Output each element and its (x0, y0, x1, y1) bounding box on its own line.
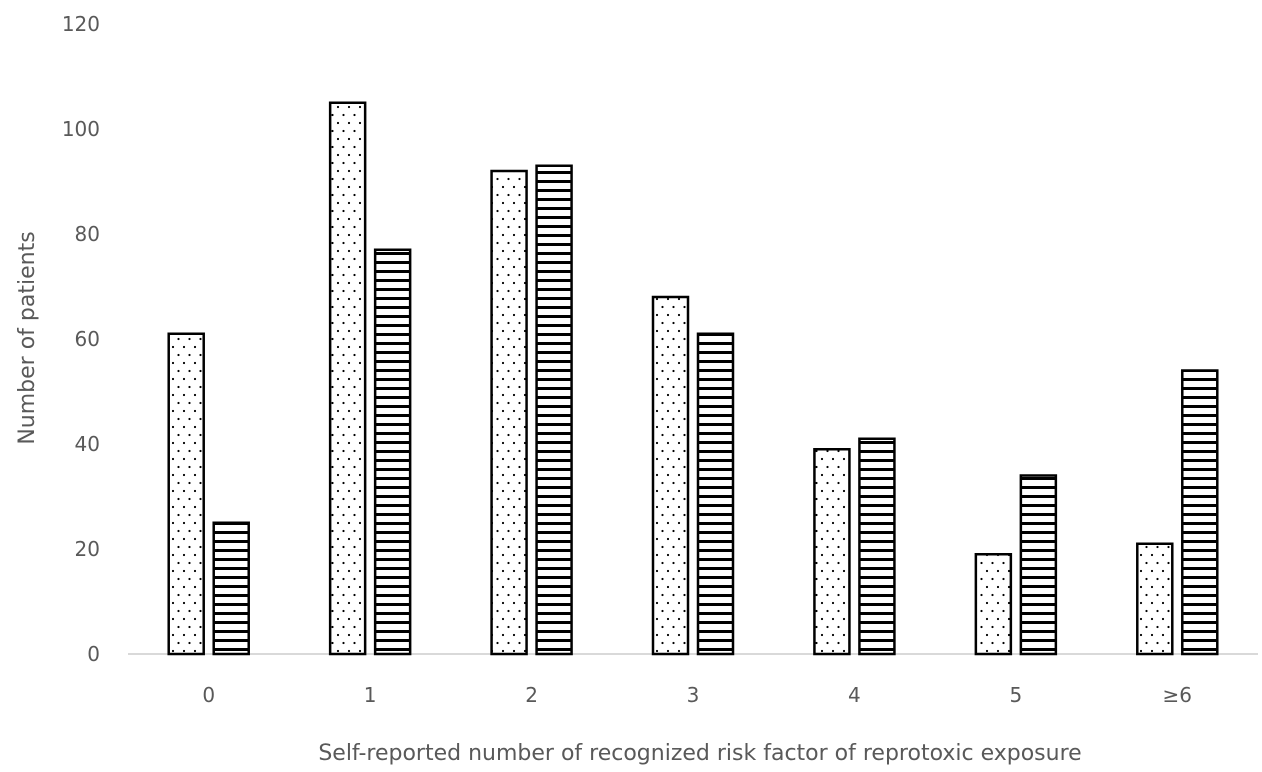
bar-dots-5 (974, 553, 1013, 656)
x-tick-label: 4 (848, 683, 861, 707)
x-tick-label: 5 (1009, 683, 1022, 707)
y-tick-label: 60 (75, 327, 100, 351)
bar-horizontal-lines-4 (858, 437, 896, 656)
y-tick-label: 80 (75, 222, 100, 246)
y-tick-label: 0 (87, 642, 100, 666)
bar-dots-4 (813, 448, 851, 656)
x-tick-label: ≥6 (1163, 683, 1192, 707)
bar-dots-2 (490, 169, 528, 656)
bars (167, 101, 1219, 656)
bar-dots-1 (328, 101, 367, 656)
bar-horizontal-lines-2 (535, 164, 573, 656)
y-axis: 0 20 40 60 80 100 120 (62, 12, 100, 666)
bar-horizontal-lines-0 (212, 521, 250, 656)
bar-dots-0 (167, 332, 205, 656)
x-tick-label: 0 (202, 683, 215, 707)
x-tick-label: 2 (525, 683, 538, 707)
y-tick-label: 120 (62, 12, 100, 36)
bar-dots-3 (651, 295, 690, 656)
y-tick-label: 20 (75, 537, 100, 561)
x-axis-title: Self-reported number of recognized risk … (318, 741, 1081, 766)
bar-horizontal-lines-5 (1019, 474, 1058, 656)
x-tick-label: 1 (364, 683, 377, 707)
x-axis: 0 1 2 3 4 5 ≥6 (128, 653, 1258, 707)
bar-dots-6 (1136, 542, 1174, 656)
bar-horizontal-lines-6 (1181, 369, 1219, 656)
y-axis-title: Number of patients (15, 231, 40, 444)
y-tick-label: 40 (75, 432, 100, 456)
bar-horizontal-lines-1 (373, 248, 412, 656)
x-tick-label: 3 (687, 683, 700, 707)
bar-horizontal-lines-3 (696, 332, 735, 656)
y-tick-label: 100 (62, 117, 100, 141)
